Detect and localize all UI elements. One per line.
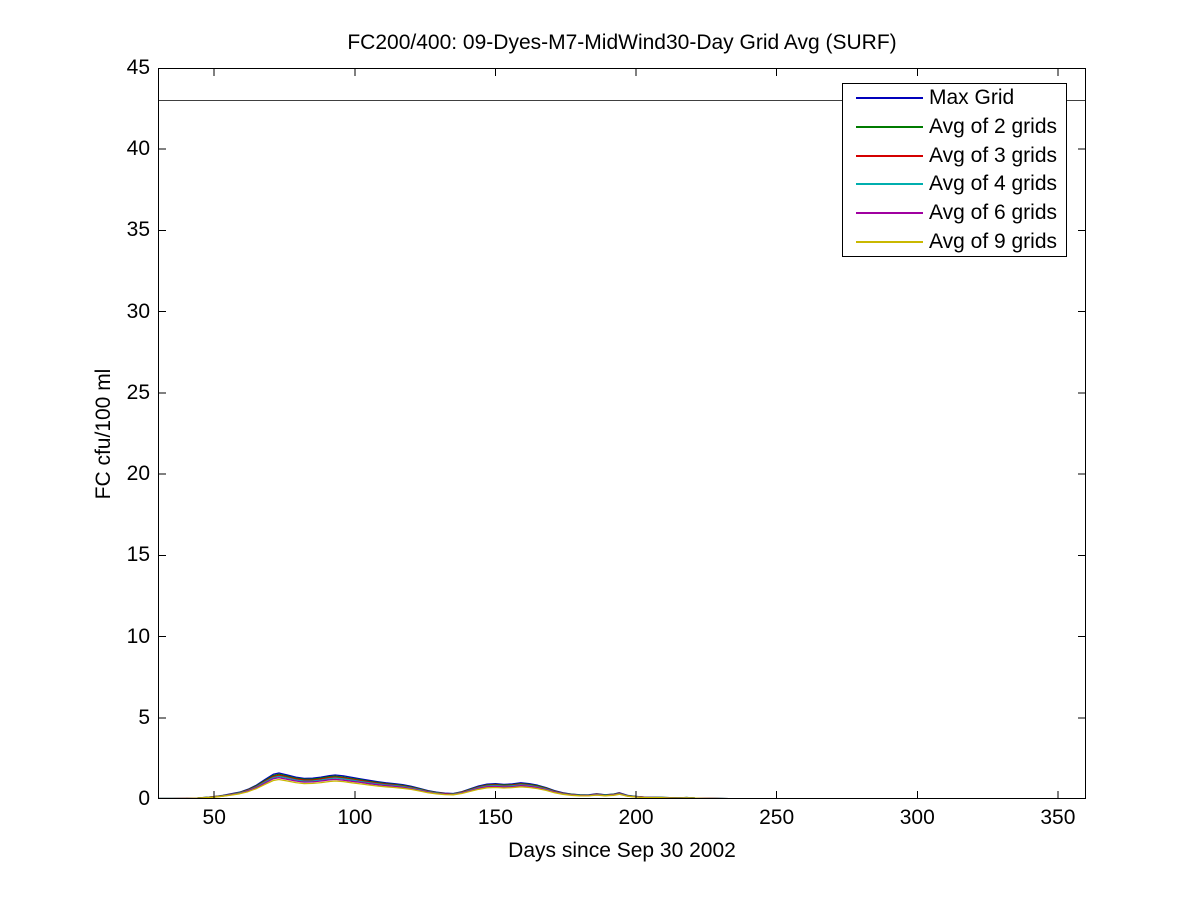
y-tick-label: 25 (126, 380, 150, 404)
y-tick-label: 40 (126, 137, 150, 161)
legend-entry-1: Max Grid (843, 84, 1066, 112)
series-line-5 (158, 777, 735, 799)
y-tick-label: 15 (126, 543, 150, 567)
series-line-6 (158, 778, 735, 799)
x-tick-label: 100 (337, 806, 373, 829)
x-tick-label: 250 (759, 806, 795, 829)
legend-label: Avg of 3 grids (929, 143, 1058, 167)
legend-label: Avg of 4 grids (929, 172, 1058, 196)
legend-entry-3: Avg of 3 grids (843, 142, 1066, 170)
legend-entry-2: Avg of 2 grids (843, 113, 1066, 141)
legend-line-sample (856, 240, 923, 243)
y-tick-label: 0 (138, 787, 150, 810)
x-tick-label: 350 (1040, 806, 1076, 829)
legend-line-sample (856, 154, 923, 157)
x-tick-label: 200 (618, 806, 654, 829)
series-line-4 (158, 775, 735, 799)
y-tick-label: 20 (126, 462, 150, 486)
legend-entry-4: Avg of 4 grids (843, 170, 1066, 198)
x-tick-label: 300 (899, 806, 935, 829)
y-tick-label: 30 (126, 299, 150, 323)
x-tick-label: 50 (202, 806, 226, 829)
y-tick-label: 45 (126, 56, 150, 79)
legend-box: Max Grid Avg of 2 grids Avg of 3 grids Avg … (842, 83, 1067, 257)
legend-entry-5: Avg of 6 grids (843, 199, 1066, 227)
legend-label: Avg of 2 grids (929, 114, 1058, 138)
chart-title: FC200/400: 09-Dyes-M7-MidWind30-Day Grid… (347, 31, 897, 54)
plot-area (158, 68, 1086, 799)
y-tick-label: 10 (126, 624, 150, 648)
legend-label: Avg of 9 grids (929, 229, 1058, 253)
axes-frame (158, 68, 1086, 799)
legend-line-sample (856, 211, 923, 214)
legend-entry-6: Avg of 9 grids (843, 228, 1066, 256)
legend-line-sample (856, 125, 923, 128)
x-tick-label: 150 (477, 806, 513, 829)
x-axis-label: Days since Sep 30 2002 (508, 839, 736, 862)
legend-line-sample (856, 183, 923, 186)
legend-label: Max Grid (929, 86, 1015, 110)
legend-line-sample (856, 97, 923, 100)
legend-label: Avg of 6 grids (929, 200, 1058, 224)
y-tick-label: 5 (138, 705, 150, 729)
y-tick-label: 35 (126, 218, 150, 242)
